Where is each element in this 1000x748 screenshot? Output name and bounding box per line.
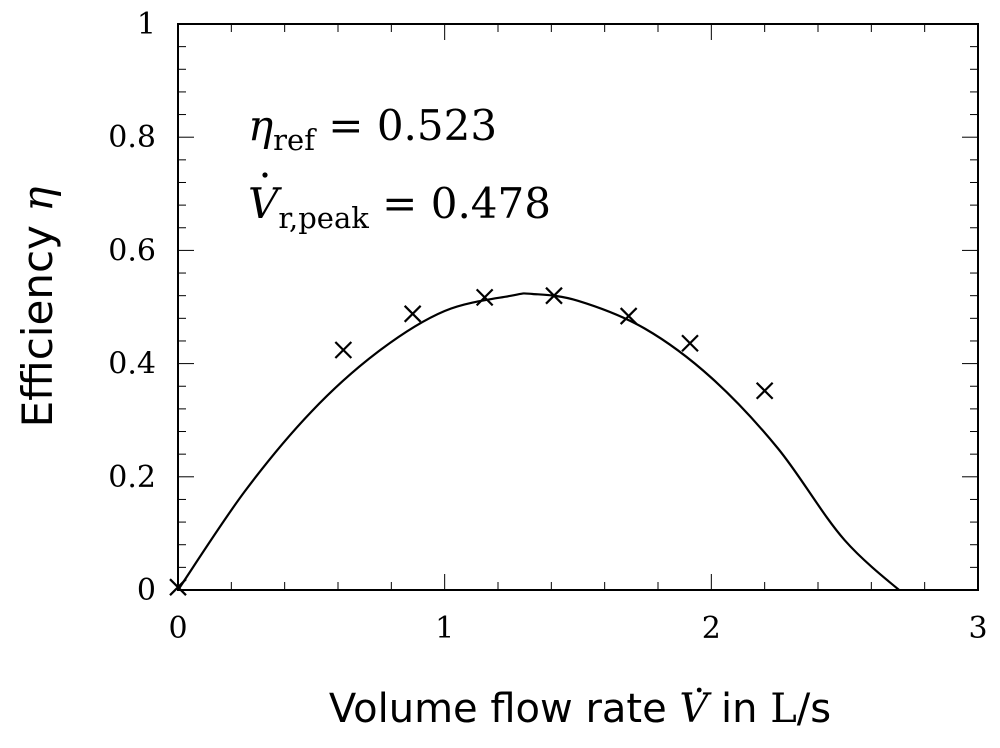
data-point-stroke: [619, 307, 638, 325]
annotation-v-value: = 0.478: [369, 179, 551, 228]
tick-labels: 0 1 2 3 0 0.2 0.4 0.6 0.8 1: [108, 7, 987, 646]
x-tick-label: 2: [702, 611, 721, 646]
data-point-stroke: [755, 381, 774, 400]
fit-curve: [178, 292, 901, 590]
y-tick-label: 0.8: [108, 120, 156, 155]
x-axis-label-suffix: /s: [797, 686, 831, 732]
data-point-stroke: [681, 334, 699, 353]
x-axis-label-symbol: V: [679, 686, 712, 732]
data-point: [403, 305, 422, 323]
y-tick-label: 0.4: [108, 347, 156, 382]
y-axis-label: Efficiency η: [13, 187, 62, 428]
x-axis-label-dot: [696, 687, 702, 693]
annotation-eta-subscript: ref: [273, 123, 317, 157]
data-point: [619, 307, 638, 325]
data-point-stroke: [545, 286, 563, 305]
annotation-v-peak: Vr,peak = 0.478: [248, 179, 551, 235]
data-point: [475, 288, 494, 307]
x-tick-label: 3: [968, 611, 987, 646]
data-point: [334, 341, 353, 359]
data-point-stroke: [475, 288, 494, 307]
x-axis-label-unit: L: [770, 686, 797, 732]
x-tick-label: 0: [168, 611, 187, 646]
annotation-eta-symbol: η: [248, 101, 273, 150]
annotation-v-dot: [262, 172, 268, 178]
fit-curve-line: [178, 292, 901, 590]
data-point-stroke: [403, 305, 422, 323]
annotation-v-subscript: r,peak: [278, 201, 369, 235]
x-tick-label: 1: [435, 611, 454, 646]
y-axis-label-text: Efficiency: [13, 212, 62, 428]
x-axis-label-prefix: Volume flow rate: [329, 686, 680, 732]
y-tick-label: 0.2: [108, 460, 156, 495]
data-point-stroke: [334, 341, 353, 359]
plot-frame: [177, 23, 979, 591]
x-axis-label: Volume flow rate V in L/s: [329, 686, 831, 732]
annotation-eta-value: = 0.523: [315, 101, 497, 150]
plot-background: [178, 24, 978, 590]
y-axis-label-symbol: η: [13, 187, 62, 212]
data-point: [681, 334, 699, 353]
annotation-eta-ref: ηref = 0.523: [248, 101, 497, 157]
data-point: [755, 381, 774, 400]
y-tick-label: 0.6: [108, 233, 156, 268]
x-axis-label-mid: in: [708, 686, 770, 732]
data-point: [545, 286, 563, 305]
data-markers: [169, 286, 774, 596]
annotation-v-symbol: V: [248, 179, 282, 228]
y-tick-label: 0: [137, 573, 156, 608]
y-tick-label: 1: [137, 7, 156, 42]
